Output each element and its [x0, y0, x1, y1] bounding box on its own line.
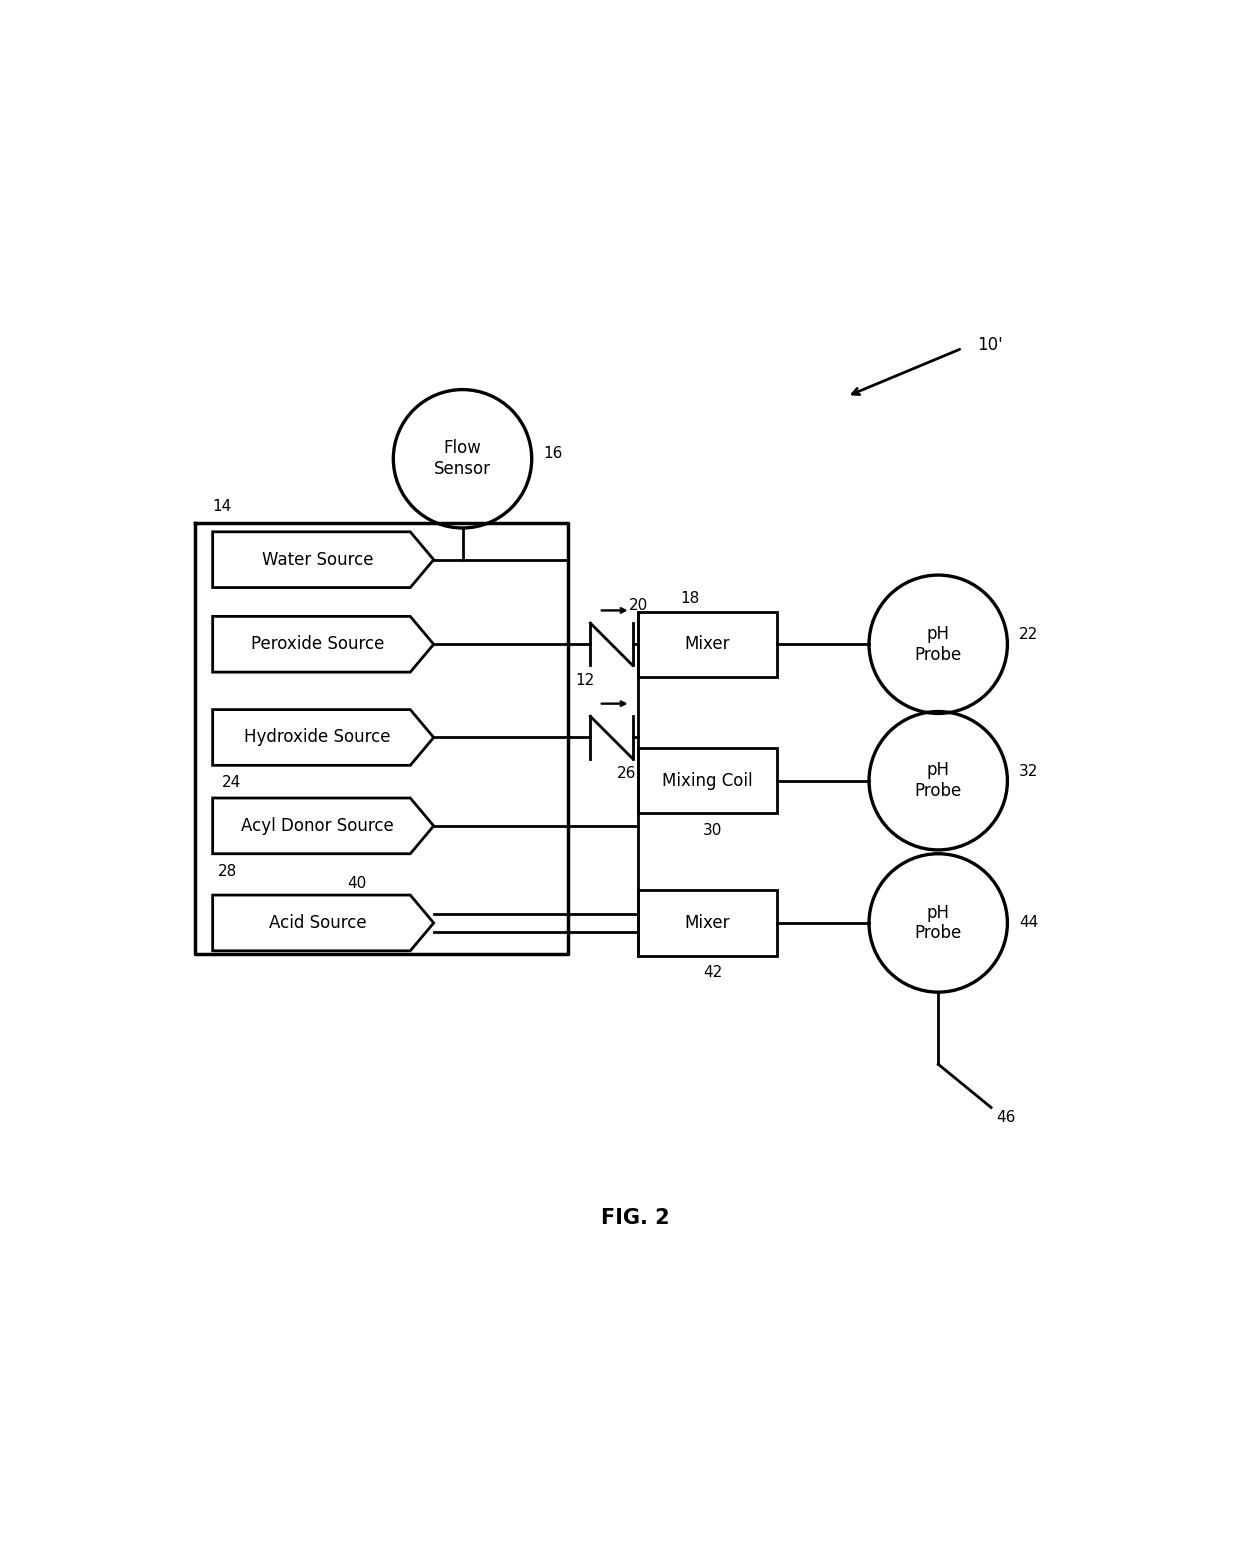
Text: pH
Probe: pH Probe	[915, 624, 962, 664]
Text: Mixer: Mixer	[684, 635, 730, 653]
Text: Acyl Donor Source: Acyl Donor Source	[241, 817, 393, 834]
Text: 14: 14	[213, 499, 232, 515]
Bar	[637, 612, 777, 678]
Text: Hydroxide Source: Hydroxide Source	[244, 728, 391, 747]
Text: FIG. 2: FIG. 2	[601, 1208, 670, 1229]
Text: 22: 22	[1019, 628, 1038, 642]
Bar	[637, 890, 777, 956]
Text: Mixing Coil: Mixing Coil	[662, 772, 753, 790]
Text: Mixer: Mixer	[684, 914, 730, 931]
Text: 26: 26	[618, 767, 636, 781]
Text: Water Source: Water Source	[262, 551, 373, 568]
Text: pH
Probe: pH Probe	[915, 761, 962, 800]
Text: 44: 44	[1019, 916, 1038, 931]
Text: 12: 12	[575, 673, 594, 689]
Text: 46: 46	[996, 1110, 1016, 1125]
Text: 20: 20	[629, 598, 649, 613]
Text: 28: 28	[217, 864, 237, 878]
Text: 18: 18	[681, 590, 699, 606]
Text: 32: 32	[1019, 764, 1038, 779]
Text: 42: 42	[703, 966, 722, 980]
Text: Acid Source: Acid Source	[269, 914, 366, 931]
Bar	[637, 748, 777, 814]
Text: 24: 24	[222, 775, 242, 790]
Text: 40: 40	[347, 876, 367, 890]
Text: Flow
Sensor: Flow Sensor	[434, 440, 491, 479]
Text: pH
Probe: pH Probe	[915, 903, 962, 942]
Text: Peroxide Source: Peroxide Source	[250, 635, 384, 653]
Text: 30: 30	[703, 823, 722, 839]
Text: 16: 16	[543, 446, 563, 462]
Text: 10': 10'	[977, 336, 1002, 354]
